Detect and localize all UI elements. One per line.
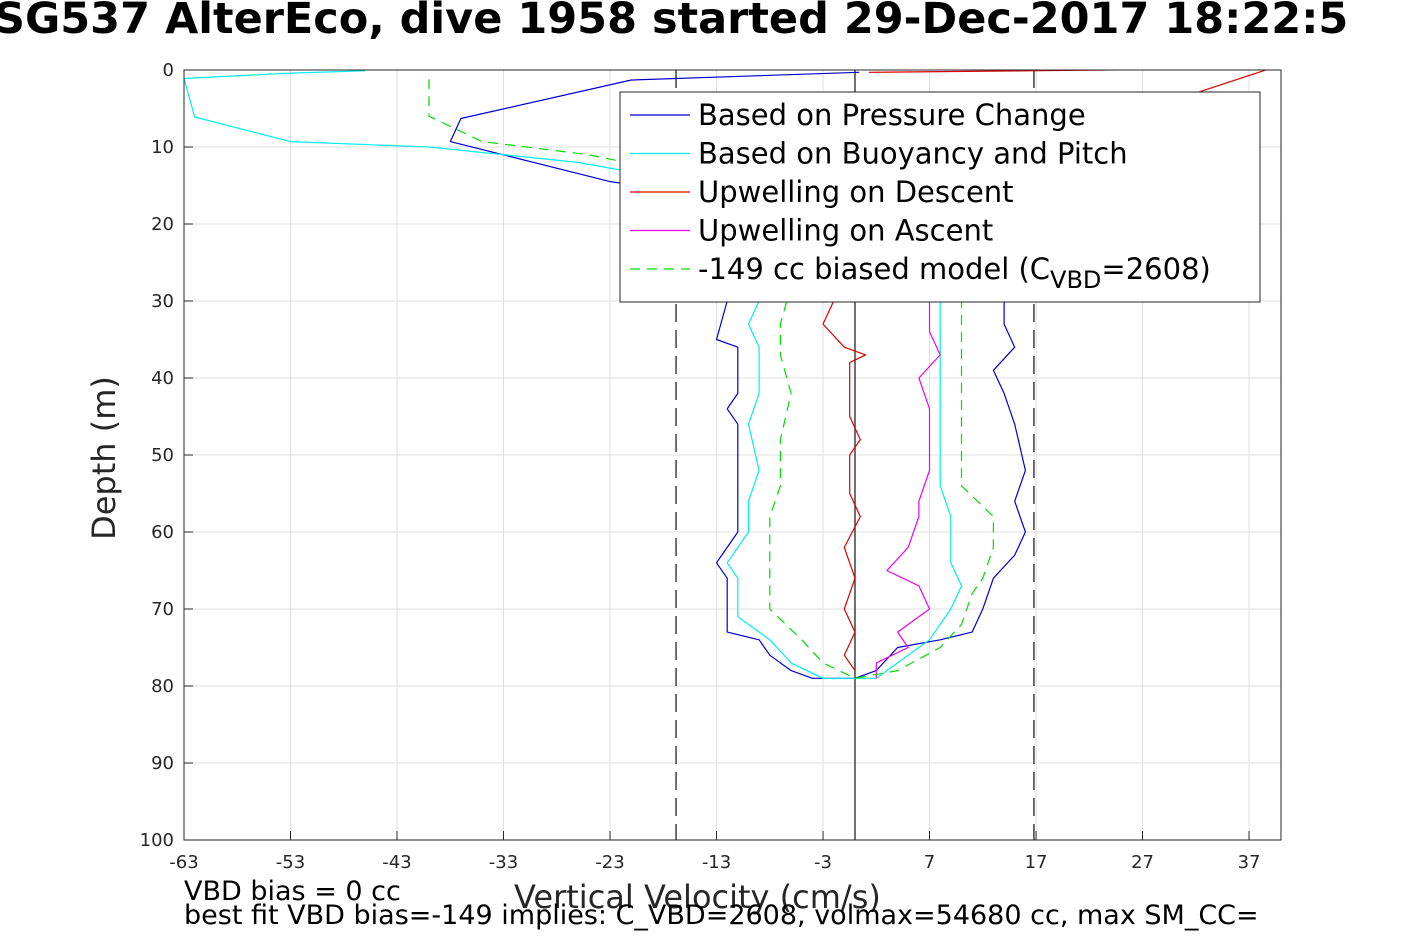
x-tick-label: -23 — [595, 852, 624, 873]
best-fit-annotation: best fit VBD bias=-149 implies: C_VBD=26… — [184, 900, 1259, 931]
y-tick-label: 20 — [151, 214, 174, 235]
y-tick-label: 40 — [151, 368, 174, 389]
x-axis-label: Vertical Velocity (cm/s) — [514, 878, 881, 916]
y-tick-label: 70 — [151, 599, 174, 620]
x-tick-label: -33 — [489, 852, 518, 873]
axis-ticks: -63 -53 -43 -33 -23 -13 -3 7 17 27 37 0 10 20 30 40 50 60… — [140, 60, 1261, 873]
y-tick-label: 10 — [151, 137, 174, 158]
series-line-3 — [822, 70, 1268, 671]
x-tick-label: 27 — [1131, 852, 1154, 873]
legend-label: Based on Pressure Change — [698, 98, 1086, 132]
x-tick-label: -53 — [276, 852, 305, 873]
chart-title: SG537 AlterEco, dive 1958 started 29-Dec… — [0, 0, 1349, 44]
x-tick-label: 17 — [1025, 852, 1048, 873]
x-tick-label: 7 — [924, 852, 935, 873]
legend-label: Upwelling on Ascent — [698, 214, 993, 248]
legend-label: Upwelling on Descent — [698, 175, 1014, 209]
legend-box — [619, 91, 1261, 303]
bias-annotation: VBD bias = 0 cc — [184, 876, 401, 907]
y-tick-label: 30 — [151, 291, 174, 312]
y-tick-label: 60 — [151, 522, 174, 543]
legend: Based on Pressure Change Based on Buoyanc… — [619, 91, 1261, 303]
y-tick-label: 0 — [163, 60, 174, 81]
y-tick-label: 100 — [140, 830, 174, 851]
x-tick-label: -63 — [169, 852, 198, 873]
series-line-4 — [875, 262, 941, 679]
x-tick-label: -43 — [382, 852, 411, 873]
y-tick-label: 80 — [151, 676, 174, 697]
x-tick-label: -3 — [814, 852, 832, 873]
y-tick-label: 50 — [151, 445, 174, 466]
legend-label: Based on Buoyancy and Pitch — [698, 137, 1128, 171]
x-tick-label: -13 — [702, 852, 731, 873]
legend-label: -149 cc biased model (CVBD=2608) — [698, 252, 1211, 294]
x-tick-label: 37 — [1238, 852, 1261, 873]
y-tick-label: 90 — [151, 753, 174, 774]
y-axis-label: Depth (m) — [85, 376, 123, 540]
